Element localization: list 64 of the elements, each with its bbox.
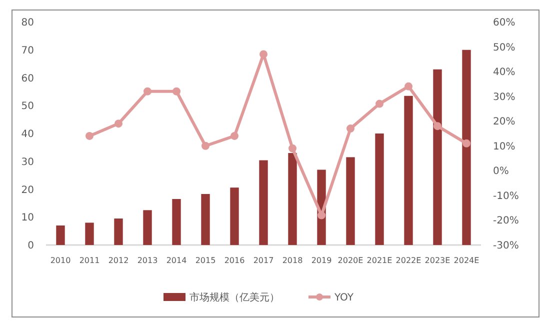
y2-tick-label: -30%: [493, 240, 519, 252]
x-tick-label: 2016: [224, 256, 245, 265]
y-tick-label: 10: [21, 212, 34, 224]
point: [230, 132, 238, 140]
y2-tick-label: 40%: [493, 67, 516, 78]
bar: [143, 210, 152, 245]
x-tick-label: 2012: [108, 256, 129, 265]
x-tick-label: 2024E: [454, 256, 480, 265]
x-tick-label: 2021E: [366, 256, 392, 265]
y2-tick-label: -10%: [493, 190, 519, 202]
x-tick-label: 2013: [137, 256, 158, 265]
point: [114, 120, 122, 128]
x-tick-label: 2018: [282, 256, 303, 265]
y2-tick-label: 10%: [493, 141, 516, 152]
y-tick-label: 50: [21, 101, 34, 112]
y2-tick-label: 50%: [493, 42, 516, 54]
x-tick-label: 2023E: [424, 256, 450, 265]
bar: [288, 153, 297, 245]
x-tick-label: 2020E: [338, 256, 364, 265]
x-tick-label: 2022E: [396, 256, 422, 265]
y-tick-label: 70: [21, 45, 34, 56]
y-tick-label: 80: [21, 18, 34, 28]
y-tick-label: 20: [21, 184, 34, 196]
y-tick-label: 40: [21, 129, 34, 140]
bar: [259, 160, 268, 245]
y-tick-label: 0: [28, 240, 34, 252]
x-tick-label: 2017: [253, 256, 274, 265]
x-tick-label: 2019: [311, 256, 332, 265]
point: [318, 211, 326, 220]
bar: [375, 134, 384, 245]
bar: [433, 69, 442, 245]
point: [202, 142, 210, 150]
point: [376, 100, 384, 108]
bar: [346, 157, 355, 245]
bar: [462, 50, 471, 245]
point: [260, 50, 268, 58]
point: [288, 144, 296, 152]
y2-tick-label: 0%: [493, 166, 509, 178]
bar: [85, 222, 94, 245]
y2-tick-label: 30%: [493, 92, 516, 103]
legend-label: YOY: [334, 292, 354, 304]
x-tick-label: 2010: [50, 256, 71, 265]
bar: [172, 199, 181, 245]
bar: [56, 225, 65, 245]
x-tick-label: 2014: [166, 256, 187, 265]
y2-tick-label: -20%: [493, 216, 519, 227]
legend-label: 市场规模（亿美元）: [190, 292, 280, 304]
x-tick-label: 2011: [79, 256, 100, 265]
point: [404, 82, 412, 90]
y2-tick-label: 20%: [493, 116, 516, 128]
y-tick-label: 30: [21, 156, 34, 168]
point: [172, 87, 180, 96]
bar: [404, 96, 413, 245]
point: [346, 124, 354, 133]
point: [86, 132, 94, 140]
point: [434, 122, 442, 130]
y2-tick-label: 60%: [493, 18, 516, 28]
bar: [114, 218, 123, 245]
point: [462, 139, 470, 148]
x-tick-label: 2015: [195, 256, 216, 265]
bar: [230, 188, 239, 245]
bar: [201, 194, 210, 245]
point: [144, 87, 152, 96]
y-tick-label: 60: [21, 73, 34, 84]
